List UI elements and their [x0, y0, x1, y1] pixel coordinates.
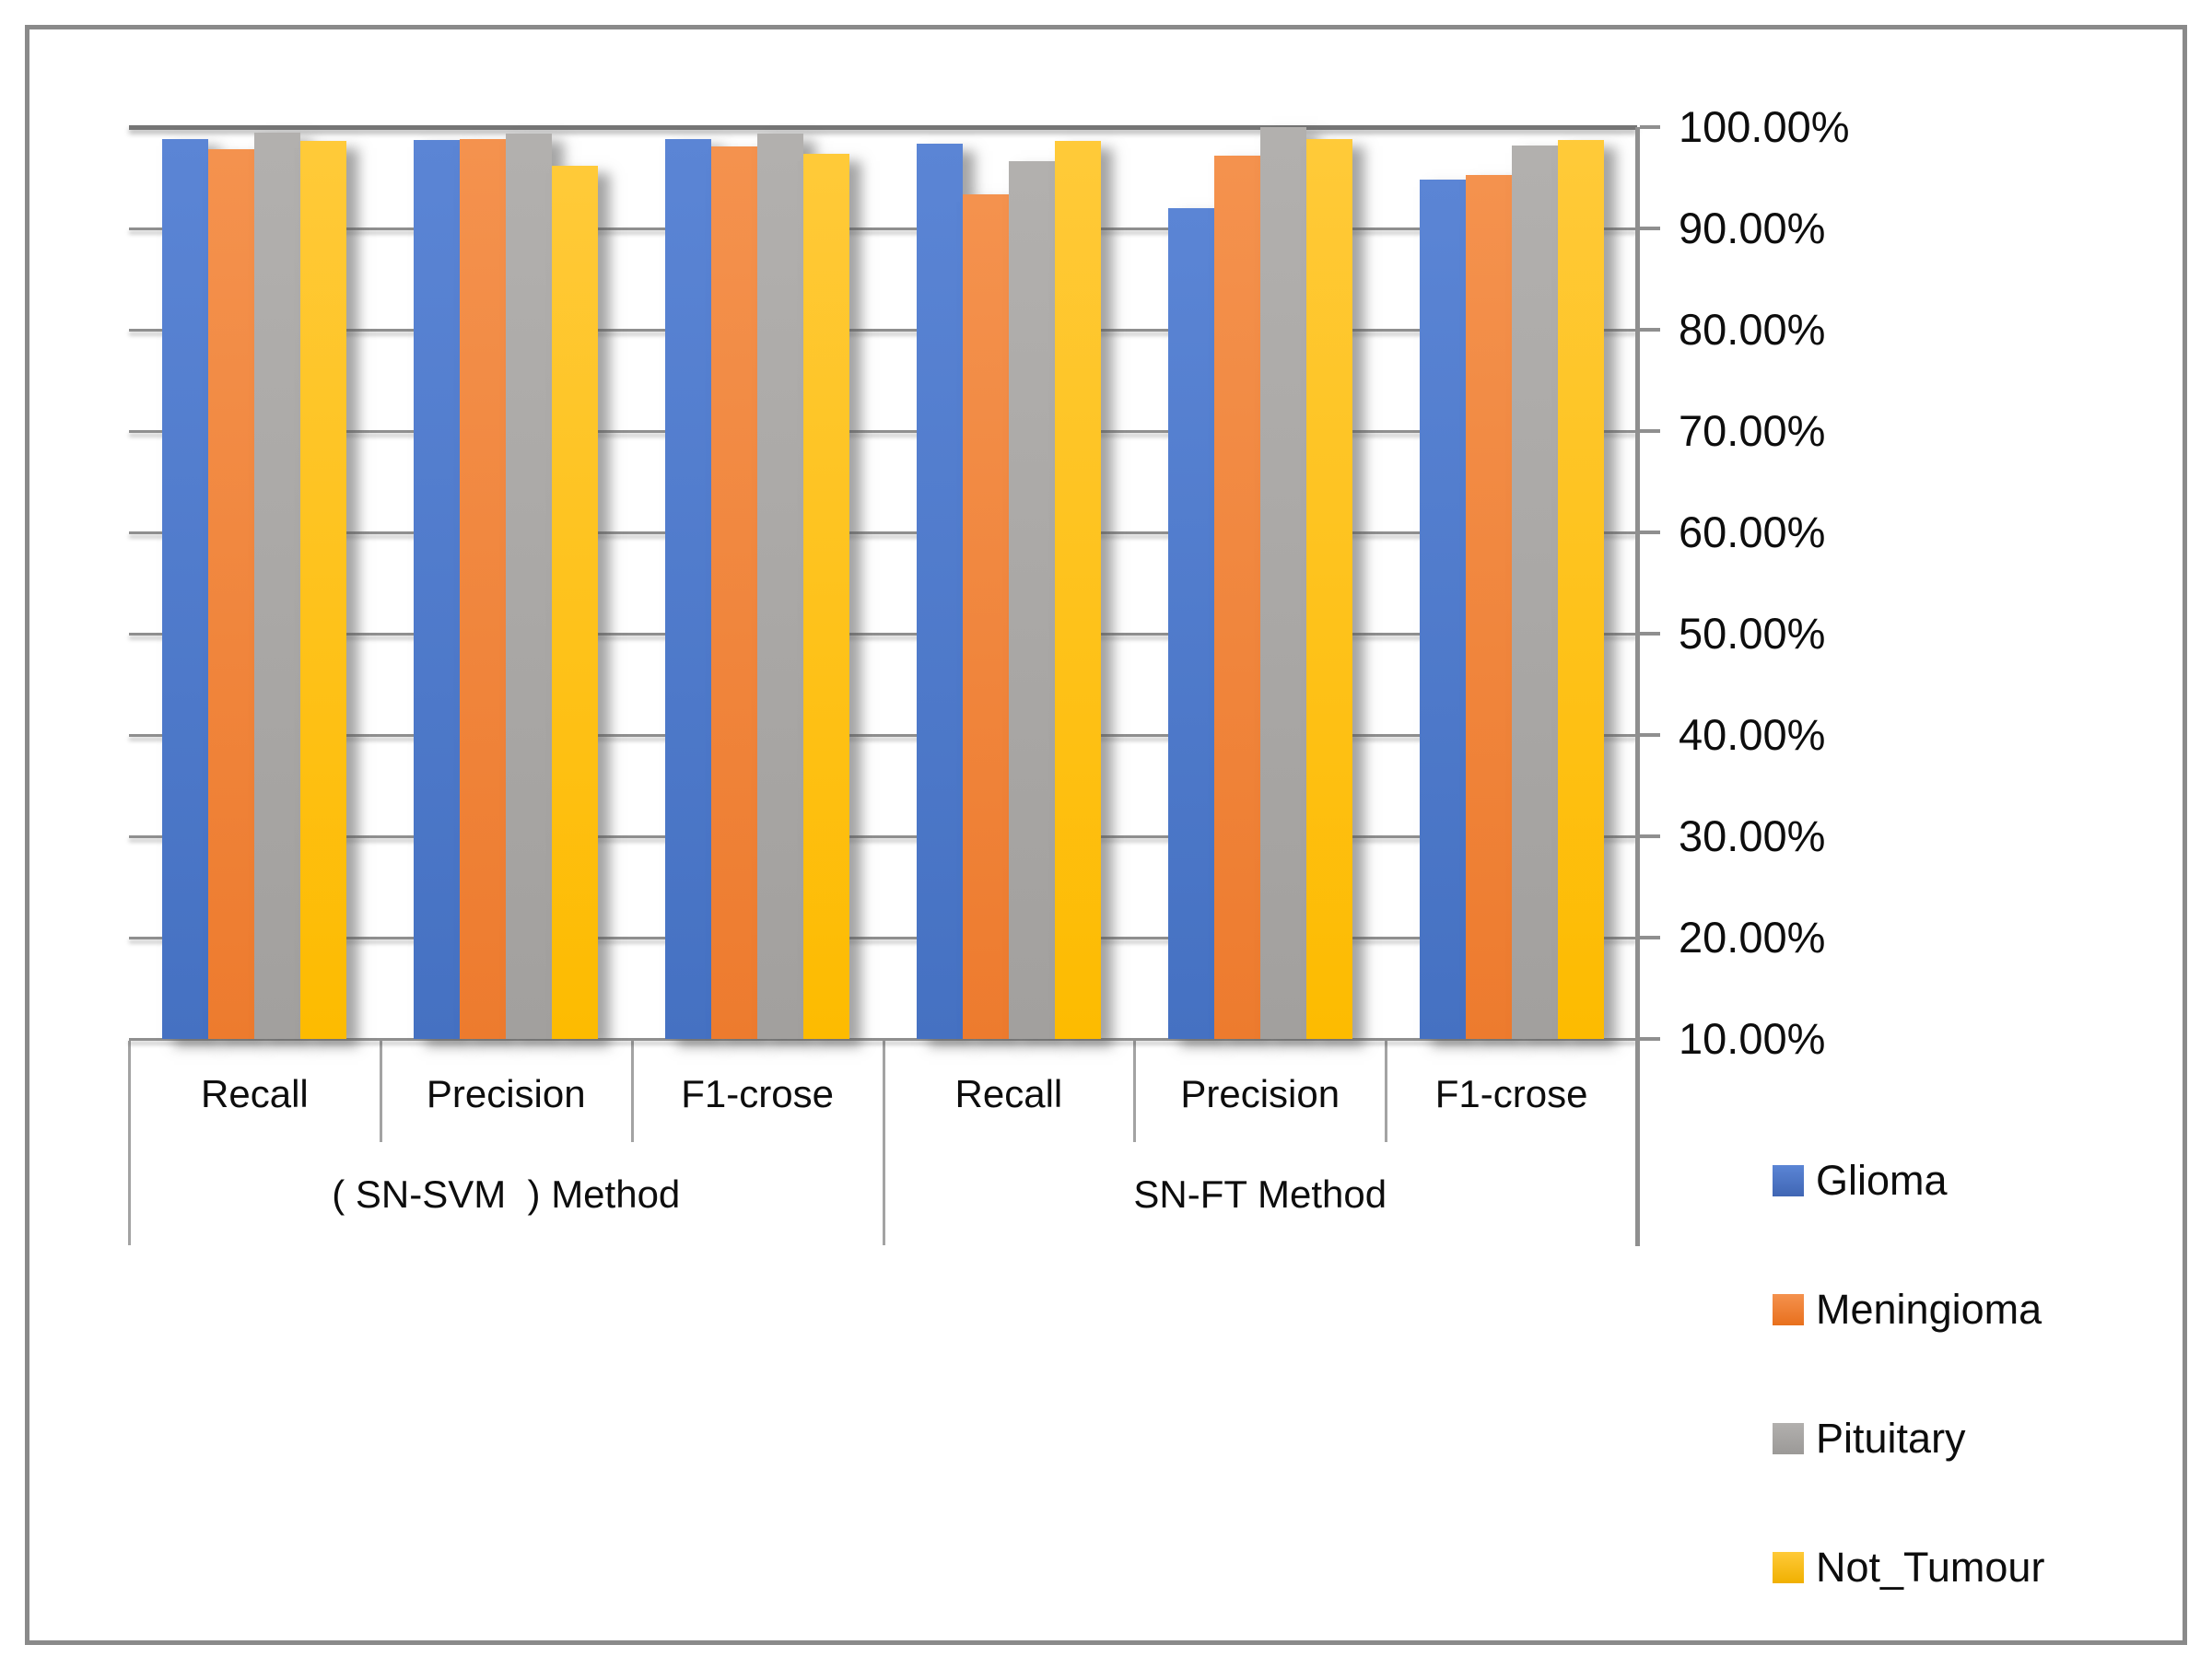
- axis-tick: [1640, 834, 1660, 838]
- method-label-sn-ft-method: SN-FT Method: [1133, 1172, 1387, 1216]
- bar-not-tumour-group5: [1305, 139, 1352, 1039]
- legend-label-not-tumour: Not_Tumour: [1816, 1544, 2045, 1591]
- legend-swatch-meningioma: [1773, 1294, 1804, 1325]
- bar-glioma-group6: [1419, 180, 1466, 1039]
- bar-pituitary-group3: [757, 133, 804, 1039]
- metric-label-f1-crose-5: F1-crose: [1434, 1072, 1588, 1115]
- axis-tick: [1640, 125, 1660, 129]
- bar-not-tumour-group4: [1054, 141, 1101, 1039]
- y-tick-label: 30.00%: [1679, 811, 1826, 860]
- bar-group-precision-1: [380, 127, 632, 1039]
- y-tick-label: 90.00%: [1679, 204, 1826, 252]
- bar-group-recall-3: [883, 127, 1134, 1039]
- axis-tick: [1640, 733, 1660, 737]
- gridline: [129, 734, 1637, 737]
- method-label--sn-svm-method: ( SN-SVM ) Method: [332, 1172, 681, 1216]
- bar-pituitary-group4: [1008, 161, 1055, 1039]
- bar-glioma-group5: [1167, 208, 1214, 1039]
- bar-meningioma-group2: [460, 139, 507, 1039]
- legend-label-meningioma: Meningioma: [1816, 1286, 2042, 1333]
- bar-meningioma-group1: [208, 149, 255, 1039]
- metric-separator: [1385, 1041, 1388, 1142]
- metric-separator: [1133, 1041, 1137, 1142]
- bar-pituitary-group6: [1511, 145, 1558, 1039]
- metric-label-recall-0: Recall: [201, 1072, 309, 1115]
- gridline: [129, 329, 1637, 332]
- y-tick-label: 100.00%: [1679, 102, 1850, 151]
- legend-item-not-tumour: Not_Tumour: [1773, 1544, 2044, 1592]
- gridline: [129, 937, 1637, 939]
- bar-group-recall-0: [129, 127, 380, 1039]
- bar-not-tumour-group3: [803, 153, 850, 1039]
- bar-meningioma-group5: [1213, 155, 1260, 1039]
- gridline: [129, 227, 1637, 230]
- legend: Glioma Meningioma Pituitary Not_Tumour: [1773, 1157, 2044, 1592]
- axis-tick: [1640, 936, 1660, 939]
- legend-swatch-not-tumour: [1773, 1552, 1804, 1583]
- bar-group-precision-4: [1134, 127, 1386, 1039]
- method-separator: [128, 1041, 131, 1245]
- legend-item-meningioma: Meningioma: [1773, 1286, 2044, 1334]
- legend-item-glioma: Glioma: [1773, 1157, 2044, 1205]
- bar-not-tumour-group6: [1557, 140, 1604, 1039]
- y-tick-label: 80.00%: [1679, 305, 1826, 354]
- bar-groups: [129, 127, 1637, 1039]
- gridline: [129, 835, 1637, 838]
- metric-label-recall-3: Recall: [954, 1072, 1063, 1115]
- axis-tick: [1640, 531, 1660, 534]
- gridline: [129, 633, 1637, 636]
- method-separator: [882, 1041, 885, 1245]
- bar-group-f1-crose-2: [632, 127, 884, 1039]
- axis-tick: [1640, 429, 1660, 433]
- metric-separator: [379, 1041, 382, 1142]
- gridline: [129, 430, 1637, 433]
- metric-label-f1-crose-2: F1-crose: [681, 1072, 834, 1115]
- bar-pituitary-group2: [506, 133, 553, 1039]
- legend-label-glioma: Glioma: [1816, 1157, 1948, 1204]
- y-tick-label: 60.00%: [1679, 507, 1826, 556]
- legend-swatch-pituitary: [1773, 1423, 1804, 1454]
- bar-glioma-group4: [916, 143, 963, 1039]
- metric-label-precision-1: Precision: [426, 1072, 586, 1115]
- gridline: [129, 531, 1637, 534]
- legend-item-pituitary: Pituitary: [1773, 1415, 2044, 1463]
- metric-label-precision-4: Precision: [1180, 1072, 1340, 1115]
- bar-not-tumour-group1: [300, 141, 347, 1039]
- bar-glioma-group3: [665, 139, 712, 1039]
- bar-group-f1-crose-5: [1386, 127, 1637, 1039]
- axis-tick: [1640, 1037, 1660, 1041]
- y-tick-label: 70.00%: [1679, 406, 1826, 455]
- gridline: [129, 1038, 1637, 1041]
- plot-area: [129, 125, 1637, 1041]
- legend-swatch-glioma: [1773, 1165, 1804, 1196]
- bar-glioma-group2: [414, 140, 461, 1039]
- bar-meningioma-group6: [1465, 174, 1512, 1039]
- legend-label-pituitary: Pituitary: [1816, 1415, 1966, 1462]
- y-tick-label: 20.00%: [1679, 913, 1826, 962]
- y-tick-label: 50.00%: [1679, 609, 1826, 658]
- axis-tick: [1640, 632, 1660, 636]
- axis-tick: [1640, 227, 1660, 230]
- gridline: [129, 125, 1637, 130]
- axis-tick: [1640, 328, 1660, 332]
- bar-glioma-group1: [162, 139, 209, 1039]
- bar-meningioma-group4: [962, 193, 1009, 1039]
- y-tick-label: 10.00%: [1679, 1014, 1826, 1063]
- y-tick-label: 40.00%: [1679, 710, 1826, 759]
- y-axis-line: [1635, 127, 1640, 1246]
- figure-border: [25, 25, 2187, 1645]
- bar-meningioma-group3: [711, 146, 758, 1039]
- metric-separator: [630, 1041, 634, 1142]
- bar-pituitary-group5: [1259, 127, 1306, 1039]
- bar-not-tumour-group2: [552, 165, 599, 1039]
- bar-pituitary-group1: [254, 132, 301, 1039]
